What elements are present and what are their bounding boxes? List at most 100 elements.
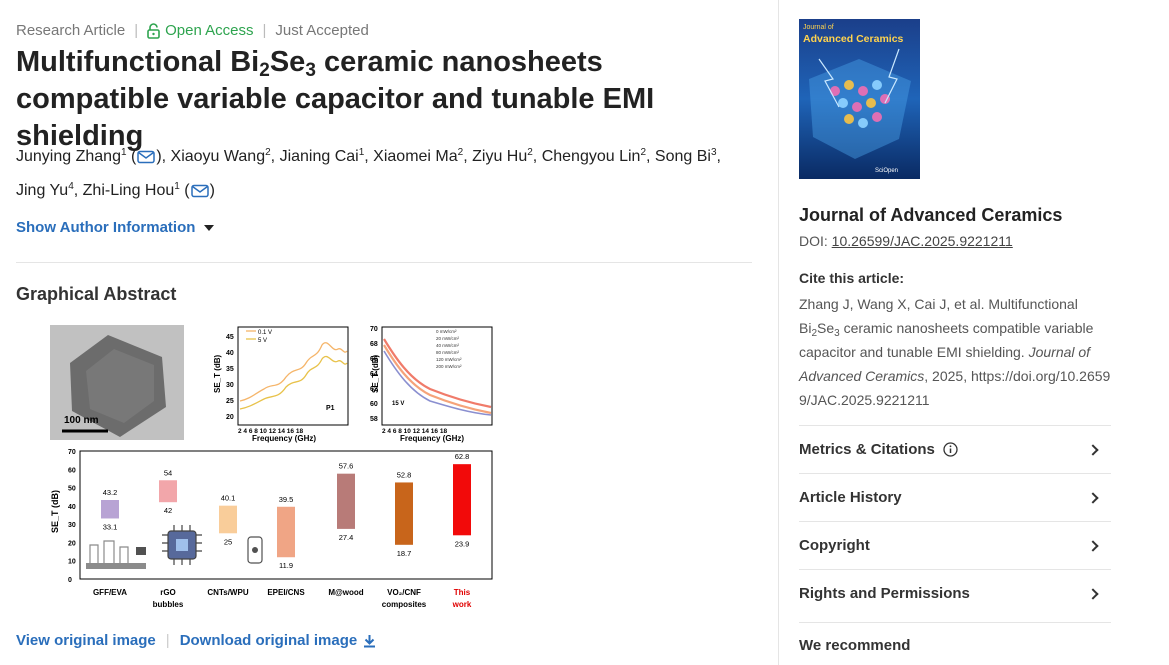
- p2-label: 15 V: [392, 401, 404, 407]
- p2-legend: 120 mW/cm²: [436, 357, 462, 362]
- download-label: Download original image: [179, 632, 358, 649]
- author-affiliation: 2: [457, 147, 464, 158]
- author-item[interactable]: Song Bi3: [655, 148, 717, 166]
- p2-ytick: 62: [370, 386, 378, 393]
- accordion-label-wrap: Metrics & Citations: [799, 441, 958, 458]
- doi-label: DOI:: [799, 233, 832, 249]
- author-name: Xiaomei Ma: [373, 148, 458, 165]
- p1-legend-b: 5 V: [258, 338, 267, 344]
- author-item[interactable]: Ziyu Hu2: [472, 148, 533, 166]
- bar-top-value: 43.2: [103, 488, 118, 497]
- author-item[interactable]: Zhi-Ling Hou1 (): [83, 181, 215, 200]
- p1-yaxis-label: SE_T (dB): [213, 354, 222, 393]
- author-affiliation: 4: [68, 181, 74, 192]
- device-illustration: [86, 525, 263, 569]
- accordion-label: Rights and Permissions: [799, 585, 970, 602]
- doi: DOI: 10.26599/JAC.2025.9221211: [799, 233, 1013, 249]
- email-icon[interactable]: [190, 184, 209, 198]
- show-author-info-button[interactable]: Show Author Information: [16, 219, 215, 236]
- doi-link[interactable]: 10.26599/JAC.2025.9221211: [831, 233, 1013, 249]
- author-item[interactable]: Xiaoyu Wang2: [171, 148, 271, 166]
- author-affiliation: 1: [174, 181, 180, 192]
- bar-bottom-value: 27.4: [339, 533, 354, 542]
- p1-ytick: 45: [226, 334, 234, 341]
- bar: [337, 473, 355, 529]
- info-icon[interactable]: [943, 442, 958, 457]
- p1-ytick: 25: [226, 398, 234, 405]
- download-original-image-link[interactable]: Download original image: [180, 632, 377, 649]
- p1-ytick: 30: [226, 382, 234, 389]
- se-comparison-bar-chart: SE_T (dB) 0 10 20 30 40 50 60 70 43.2 33.1 54 42 40…: [50, 449, 493, 609]
- p2-ytick: 64: [370, 371, 378, 378]
- author-email[interactable]: (): [126, 148, 162, 165]
- sidebar-accordion: Metrics & Citations Article History Copy…: [799, 425, 1111, 617]
- graphical-abstract-image[interactable]: 100 nm 0.1 V 5 V P1 45 40 35 30 25 20 SE…: [50, 319, 520, 619]
- bar-bottom-value: 18.7: [397, 549, 412, 558]
- article-status: Just Accepted: [275, 22, 369, 39]
- bar-top-value: 54: [164, 468, 172, 477]
- figure-links: View original image | Download original …: [16, 632, 376, 649]
- scale-bar-label: 100 nm: [64, 415, 99, 426]
- bar: [453, 464, 471, 536]
- accordion-rights-permissions[interactable]: Rights and Permissions: [799, 569, 1111, 617]
- lock-open-icon: [147, 22, 160, 39]
- p2-ytick: 70: [370, 326, 378, 333]
- bar-top-value: 52.8: [397, 470, 412, 479]
- bar-category-label: This: [454, 588, 471, 597]
- title-text: Se: [269, 46, 306, 78]
- p2-ytick: 66: [370, 356, 378, 363]
- author-name: Junying Zhang: [16, 148, 121, 165]
- bar-ytick: 60: [68, 467, 76, 474]
- title-subscript: 3: [305, 60, 316, 81]
- show-author-info-label: Show Author Information: [16, 219, 196, 236]
- bar-yticks: 0 10 20 30 40 50 60 70: [68, 449, 76, 584]
- meta-separator: |: [134, 22, 139, 39]
- accordion-article-history[interactable]: Article History: [799, 473, 1111, 521]
- we-recommend-heading: We recommend: [799, 622, 1111, 654]
- author-item[interactable]: Chengyou Lin2: [541, 148, 646, 166]
- cover-publisher: SciOpen: [875, 168, 898, 174]
- chevron-right-icon: [1087, 491, 1099, 504]
- p2-xaxis-label: Frequency (GHz): [400, 434, 464, 443]
- bar: [277, 506, 295, 558]
- cite-text-part: Se: [817, 320, 835, 336]
- bar: [101, 500, 119, 519]
- p2-ytick: 60: [370, 401, 378, 408]
- author-name: Ziyu Hu: [472, 148, 528, 165]
- p1-ytick: 40: [226, 350, 234, 357]
- author-affiliation: 1: [358, 147, 365, 158]
- p2-yaxis-label: SE_T (dB): [371, 354, 380, 393]
- cover-title-line1: Journal of: [803, 24, 834, 31]
- accordion-copyright[interactable]: Copyright: [799, 521, 1111, 569]
- title-subscript: 2: [259, 60, 270, 81]
- view-original-image-link[interactable]: View original image: [16, 632, 156, 649]
- cite-text-part: ceramic nanosheets compatible variable c…: [799, 320, 1094, 360]
- p2-legend: 40 mW/cm²: [436, 343, 460, 348]
- author-item[interactable]: Xiaomei Ma2: [373, 147, 464, 166]
- bar-top-value: 62.8: [455, 452, 470, 461]
- bar-category-label: work: [452, 600, 472, 609]
- journal-cover-image[interactable]: Journal of Advanced Ceramics SciOpen: [799, 19, 920, 179]
- bar: [395, 482, 413, 545]
- chevron-right-icon: [1087, 539, 1099, 552]
- bar-bottom-value: 11.9: [279, 561, 293, 570]
- author-item[interactable]: Junying Zhang1 (): [16, 148, 162, 166]
- author-item[interactable]: Jianing Cai1: [280, 147, 365, 166]
- accordion-metrics-citations[interactable]: Metrics & Citations: [799, 425, 1111, 473]
- bar-top-value: 57.6: [339, 462, 354, 471]
- author-email[interactable]: (): [179, 182, 215, 199]
- article-meta: Research Article | Open Access | Just Ac…: [16, 22, 369, 39]
- bar-category-label: VO₂/CNF: [387, 588, 421, 597]
- graphical-abstract-heading: Graphical Abstract: [16, 284, 177, 304]
- bar-ytick: 20: [68, 540, 76, 547]
- chevron-right-icon: [1087, 443, 1099, 456]
- cover-title-line2: Advanced Ceramics: [803, 33, 904, 45]
- author-name: Chengyou Lin: [541, 148, 641, 165]
- bar-ytick: 0: [68, 577, 72, 584]
- author-item[interactable]: Jing Yu4: [16, 181, 74, 200]
- bar-top-value: 39.5: [279, 495, 294, 504]
- se-chart-p2: 0 mW/cm² 20 mW/cm² 40 mW/cm² 80 mW/cm² 1…: [370, 326, 493, 443]
- email-icon[interactable]: [137, 150, 156, 164]
- bar-ytick: 40: [68, 504, 76, 511]
- p2-legend: 0 mW/cm²: [436, 329, 457, 334]
